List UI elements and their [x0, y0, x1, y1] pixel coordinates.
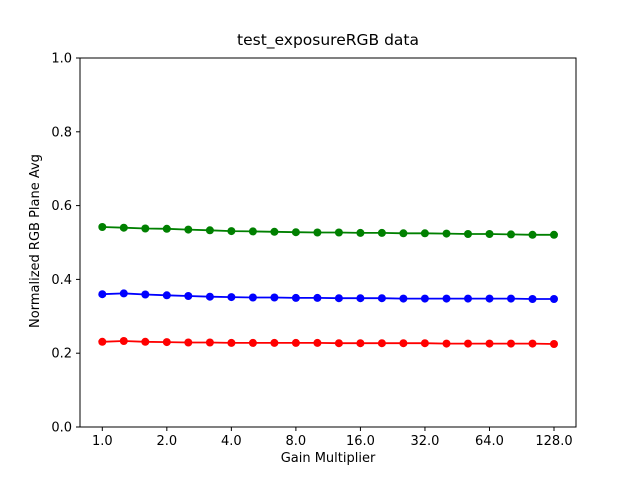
x-tick-label: 2.0: [156, 434, 177, 449]
blue-plane-marker: [162, 291, 171, 300]
red-plane-marker: [162, 338, 171, 347]
red-plane-marker: [205, 338, 214, 347]
red-plane-marker: [464, 339, 472, 348]
blue-plane-marker: [270, 293, 279, 302]
red-plane-line: [102, 340, 555, 345]
red-plane-marker: [442, 339, 451, 348]
red-plane-marker: [184, 338, 193, 347]
red-plane-marker: [270, 338, 279, 347]
green-plane-marker: [291, 228, 300, 237]
green-plane-marker: [162, 224, 171, 233]
red-plane-marker: [227, 338, 236, 347]
blue-plane-marker: [420, 294, 429, 303]
green-plane-marker: [227, 227, 236, 236]
x-axis-ticks: 1.0 2.0 4.0 8.0 16.0 32.0 64.0 128.0: [92, 427, 573, 449]
blue-plane-marker: [205, 292, 214, 301]
x-axis-label: Gain Multiplier: [280, 451, 376, 466]
red-plane-marker: [291, 338, 300, 347]
blue-plane-marker: [356, 294, 365, 303]
blue-plane-marker: [507, 294, 515, 303]
red-plane-marker: [98, 337, 107, 346]
blue-plane-marker: [184, 292, 193, 300]
blue-plane-marker: [334, 294, 343, 303]
y-tick-label: 0.2: [51, 347, 72, 362]
chart-title: test_exposureRGB data: [237, 31, 419, 49]
green-plane-marker: [356, 228, 365, 237]
green-plane-marker: [248, 227, 257, 236]
green-plane-marker: [550, 230, 558, 239]
blue-plane-marker: [377, 294, 386, 303]
green-plane-marker: [205, 226, 214, 235]
red-plane-marker: [528, 339, 537, 348]
x-tick-label: 1.0: [92, 434, 113, 449]
green-plane-marker: [141, 224, 150, 233]
x-tick-label: 8.0: [286, 434, 307, 449]
blue-plane-marker: [98, 290, 107, 299]
green-plane-marker: [420, 229, 429, 238]
green-plane-marker: [507, 230, 515, 239]
green-plane-marker: [485, 230, 494, 238]
blue-plane-marker: [141, 290, 150, 299]
x-tick-label: 32.0: [410, 434, 439, 449]
red-plane-marker: [141, 337, 150, 346]
red-plane-marker: [420, 339, 429, 348]
red-plane-marker: [248, 338, 257, 347]
green-plane-marker: [528, 230, 537, 239]
blue-plane-marker: [399, 294, 408, 303]
red-plane-marker: [313, 338, 322, 347]
y-tick-label: 0.8: [51, 125, 72, 140]
red-plane-marker: [550, 340, 558, 348]
green-plane-marker: [98, 223, 107, 231]
green-plane-marker: [464, 230, 472, 238]
blue-plane-marker: [227, 293, 236, 302]
blue-plane-marker: [550, 295, 558, 303]
plot-area: [79, 57, 577, 428]
blue-plane-line: [102, 292, 554, 300]
red-plane-marker: [119, 337, 128, 345]
y-axis-ticks: 0.0 0.2 0.4 0.6 0.8 1.0: [51, 52, 80, 436]
green-plane-marker: [442, 229, 451, 238]
x-tick-label: 4.0: [221, 434, 242, 449]
green-plane-marker: [399, 229, 408, 238]
green-plane-marker: [377, 228, 386, 237]
green-plane-marker: [184, 225, 193, 234]
green-plane-marker: [313, 228, 322, 237]
y-tick-label: 0.6: [51, 199, 72, 214]
y-axis-label: Normalized RGB Plane Avg: [28, 154, 43, 328]
red-plane-marker: [377, 339, 386, 348]
blue-plane-marker: [528, 295, 537, 303]
red-plane-marker: [334, 339, 343, 348]
green-plane-line: [102, 226, 554, 236]
blue-plane-marker: [313, 293, 322, 302]
blue-plane-marker: [291, 293, 300, 302]
green-plane-marker: [334, 228, 343, 237]
x-tick-label: 64.0: [475, 434, 504, 449]
red-plane-marker: [485, 339, 494, 348]
red-plane-marker: [356, 339, 365, 348]
y-tick-label: 0.4: [51, 273, 72, 288]
red-plane-marker: [399, 339, 408, 348]
green-plane-marker: [270, 227, 279, 236]
blue-plane-marker: [248, 293, 257, 302]
green-plane-marker: [119, 223, 128, 232]
x-tick-label: 128.0: [535, 434, 572, 449]
data-series: [98, 223, 558, 348]
blue-plane-marker: [442, 294, 451, 303]
y-tick-label: 0.0: [51, 421, 72, 436]
x-tick-label: 16.0: [346, 434, 375, 449]
blue-plane-marker: [485, 294, 494, 303]
blue-plane-marker: [119, 289, 128, 298]
red-plane-marker: [507, 339, 515, 348]
y-tick-label: 1.0: [51, 52, 72, 67]
blue-plane-marker: [464, 294, 472, 303]
